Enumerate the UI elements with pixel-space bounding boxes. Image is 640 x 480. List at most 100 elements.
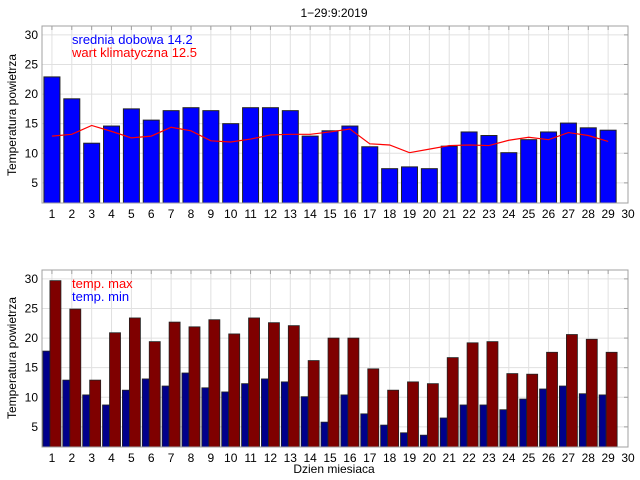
mean-temp-bar <box>122 108 140 204</box>
x-tick-label: 23 <box>482 451 496 465</box>
top-climate-line <box>51 124 609 154</box>
x-tick-label: 24 <box>502 451 516 465</box>
x-tick-label: 22 <box>462 451 476 465</box>
temp-min-bar <box>598 394 607 448</box>
temp-max-bar <box>128 317 141 448</box>
temp-max-bar <box>566 334 578 448</box>
bottom-chart-axes: 1 2 3 4 5 6 7 8 9 10 11 12 13 14 15 16 17 18 19 20 21 22 23 24 2… <box>5 269 635 476</box>
x-tick-label: 6 <box>148 207 155 221</box>
temp-max-bar <box>585 338 598 448</box>
x-tick-label: 8 <box>188 451 195 465</box>
x-tick-label: 27 <box>562 207 576 221</box>
x-tick-label: 18 <box>383 451 397 465</box>
temp-min-bar <box>141 378 150 448</box>
temp-max-bar <box>109 332 121 448</box>
temp-max-bar <box>208 319 221 448</box>
mean-temp-bar <box>63 98 81 204</box>
x-tick-label: 30 <box>621 451 635 465</box>
mean-temp-bar <box>83 142 101 204</box>
bottom-y-axis-label: Temperatura powietrza <box>5 297 19 419</box>
bottom-x-tick-labels: 1 2 3 4 5 6 7 8 9 10 11 12 13 14 15 16 17 18 19 20 21 22 23 24 2… <box>49 451 635 465</box>
x-tick-label: 29 <box>601 451 615 465</box>
temp-min-bar <box>42 350 51 448</box>
y-tick-label: 15 <box>25 361 39 375</box>
x-tick-label: 13 <box>284 451 298 465</box>
x-tick-label: 15 <box>323 451 337 465</box>
bottom-bars <box>42 280 618 448</box>
x-tick-label: 17 <box>363 451 377 465</box>
x-tick-label: 30 <box>621 207 635 221</box>
mean-temp-bar <box>579 127 597 204</box>
temp-max-bar <box>228 333 241 448</box>
temp-max-bar <box>446 357 459 448</box>
x-tick-label: 12 <box>264 207 278 221</box>
y-tick-label: 10 <box>25 146 39 160</box>
temp-max-bar <box>248 317 260 448</box>
temp-max-bar <box>367 368 380 448</box>
mean-temp-bar <box>242 107 260 204</box>
temp-max-bar <box>347 337 360 448</box>
x-tick-label: 19 <box>403 207 417 221</box>
x-tick-label: 16 <box>343 207 357 221</box>
top-x-tick-labels: 1 2 3 4 5 6 7 8 9 10 11 12 13 14 15 16 17 18 19 20 21 22 23 24 2… <box>49 207 635 221</box>
temp-min-bar <box>539 388 547 448</box>
mean-temp-bar <box>381 168 399 204</box>
mean-temp-bar <box>222 123 240 204</box>
x-tick-label: 10 <box>224 451 238 465</box>
temp-max-bar <box>407 381 419 448</box>
temp-max-bar <box>546 351 558 448</box>
temp-min-bar <box>241 383 249 448</box>
x-tick-label: 23 <box>482 207 496 221</box>
y-tick-label: 30 <box>25 272 39 286</box>
x-tick-label: 6 <box>148 451 155 465</box>
mean-temp-bar <box>321 130 339 204</box>
x-tick-label: 3 <box>88 207 95 221</box>
temp-min-bar <box>559 385 567 448</box>
x-tick-label: 8 <box>188 207 195 221</box>
x-tick-label: 9 <box>208 451 215 465</box>
x-tick-label: 4 <box>108 451 115 465</box>
x-tick-label: 7 <box>168 451 175 465</box>
mean-temp-bar <box>202 110 220 204</box>
temp-max-bar <box>486 341 499 448</box>
temp-min-bar <box>161 385 170 448</box>
temp-max-bar <box>168 321 181 448</box>
x-tick-label: 4 <box>108 207 115 221</box>
top-axes-frame <box>41 25 629 204</box>
temp-min-bar <box>360 413 369 448</box>
mean-temp-bar <box>301 135 319 204</box>
temp-max-bar <box>89 379 102 448</box>
y-tick-label: 20 <box>25 331 39 345</box>
top-chart-axes: 1 2 3 4 5 6 7 8 9 10 11 12 13 14 15 16 17 18 19 20 21 22 23 24 2… <box>5 25 635 221</box>
x-tick-label: 28 <box>582 207 596 221</box>
mean-temp-bar <box>460 131 478 204</box>
x-tick-label: 5 <box>128 207 135 221</box>
temp-min-bar <box>261 378 269 448</box>
x-tick-label: 25 <box>522 451 536 465</box>
x-tick-label: 21 <box>443 207 457 221</box>
bottom-y-tick-labels: 5 10 15 20 25 30 <box>25 272 39 434</box>
bottom-axes-frame <box>41 269 629 448</box>
temp-min-bar <box>499 409 508 448</box>
temp-max-bar <box>466 342 479 448</box>
temp-min-bar <box>320 421 329 448</box>
x-tick-label: 14 <box>303 451 317 465</box>
x-tick-label: 1 <box>49 207 56 221</box>
temp-min-bar <box>578 393 587 448</box>
mean-temp-bar <box>182 107 200 204</box>
temp-max-bar <box>69 308 82 448</box>
mean-temp-bar <box>520 139 538 204</box>
x-tick-label: 20 <box>423 451 437 465</box>
y-tick-label: 25 <box>25 301 39 315</box>
temp-min-bar <box>380 424 389 448</box>
x-tick-label: 26 <box>542 451 556 465</box>
temp-max-bar <box>49 280 62 448</box>
temp-min-bar <box>439 417 448 448</box>
temp-min-bar <box>181 372 190 448</box>
x-tick-label: 1 <box>49 451 56 465</box>
y-tick-label: 25 <box>25 57 39 71</box>
x-tick-label: 24 <box>502 207 516 221</box>
x-tick-label: 7 <box>168 207 175 221</box>
x-tick-label: 5 <box>128 451 135 465</box>
temp-min-bar <box>221 391 230 448</box>
